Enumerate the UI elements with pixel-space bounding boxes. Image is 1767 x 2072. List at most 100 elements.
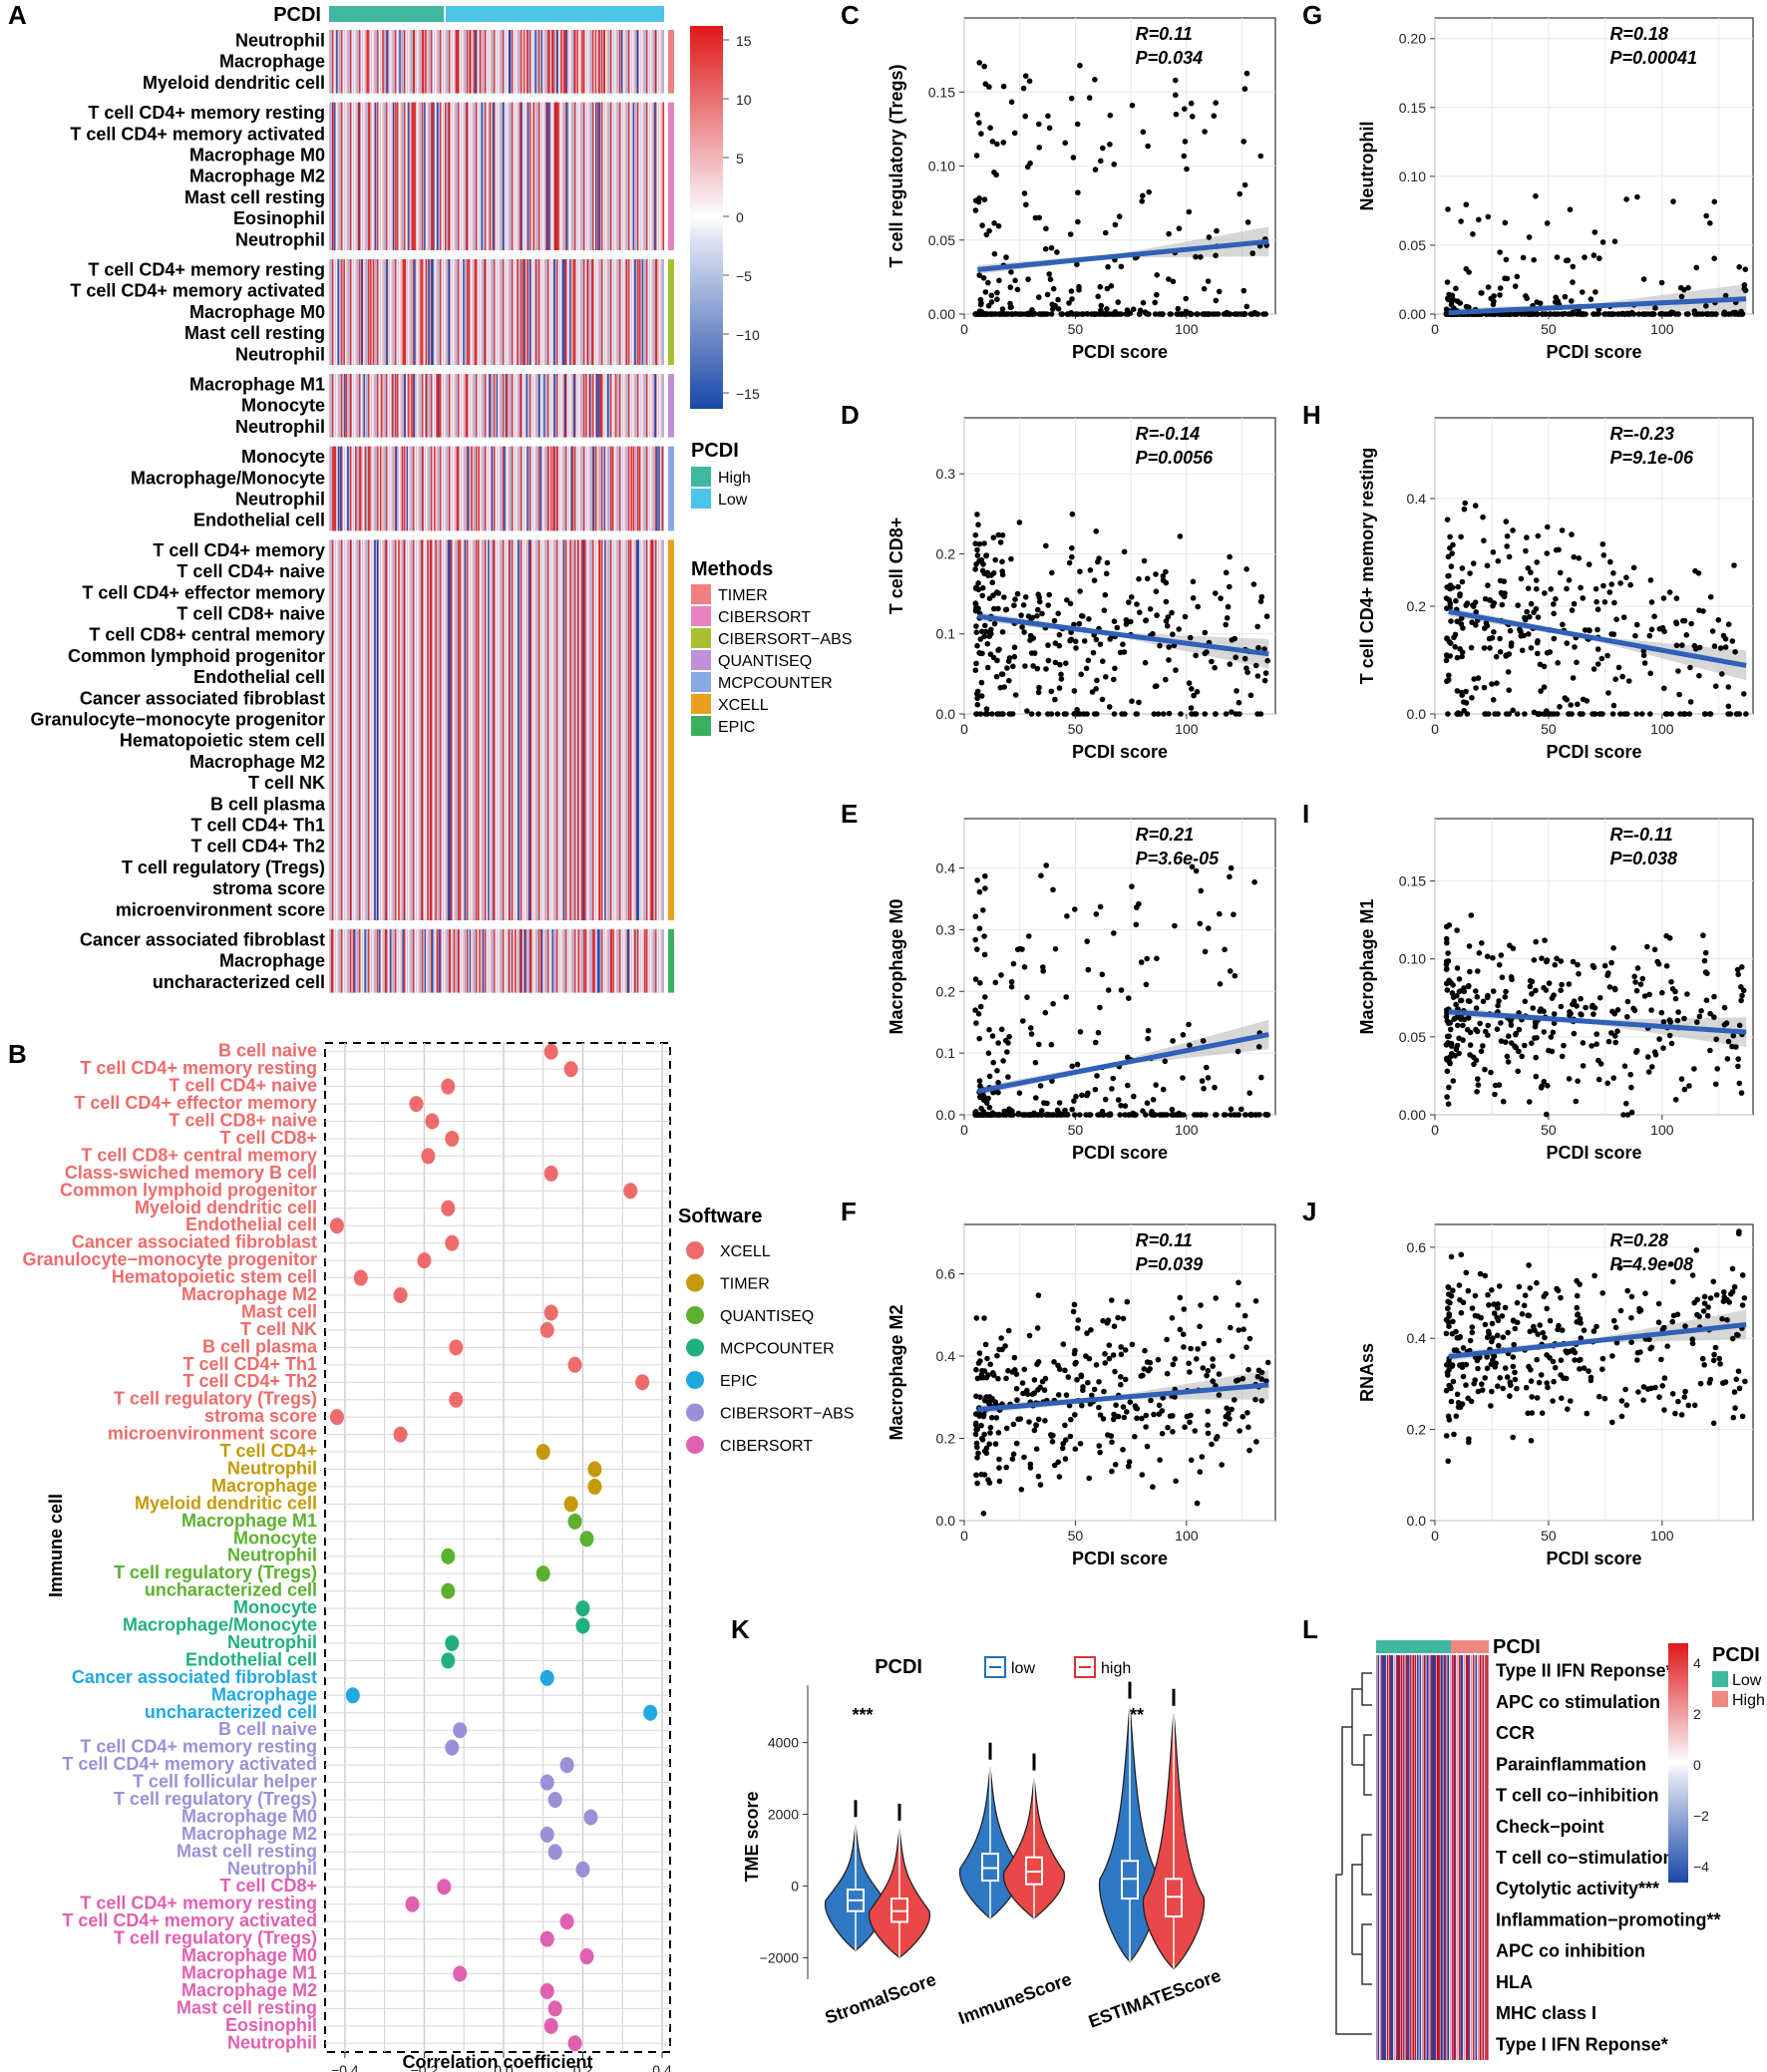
heatmap-line <box>629 539 632 920</box>
scatter-point <box>1594 661 1601 667</box>
scatter-point <box>1580 1063 1587 1069</box>
scatter-point <box>1038 311 1045 317</box>
scatter-point <box>1227 1416 1233 1422</box>
scatter-point <box>1559 1053 1566 1060</box>
scatter-point <box>1514 1319 1521 1326</box>
scatter-point <box>1502 590 1508 596</box>
scatter-point <box>1111 618 1118 624</box>
scatter-point <box>1070 155 1077 161</box>
heatmap-line <box>572 259 574 365</box>
scatter-point <box>1181 1306 1188 1312</box>
scatter-point <box>1581 1365 1588 1371</box>
scatter-point <box>1676 691 1682 698</box>
heatmap-line <box>504 446 506 531</box>
correlation-p: P=0.00041 <box>1609 48 1697 68</box>
heatmap-block <box>329 102 664 250</box>
scatter-point <box>1709 628 1716 634</box>
scatter-point <box>1011 1354 1018 1361</box>
scatter-point <box>1724 1056 1731 1062</box>
scatter-point <box>1209 658 1215 665</box>
scatter-point <box>1741 691 1747 697</box>
scatter-point <box>1609 1008 1615 1015</box>
scatter-point <box>1575 1078 1581 1084</box>
scatter-point <box>976 60 982 66</box>
dotplot-row-label: T cell CD8+ <box>219 1128 317 1148</box>
scatter-point <box>1575 961 1581 968</box>
methods-legend-label: XCELL <box>718 697 769 714</box>
scatter-point <box>1541 663 1548 670</box>
scatter-point <box>1707 220 1713 226</box>
scatter-point <box>1538 688 1544 694</box>
scatter-point <box>1496 1082 1503 1088</box>
scatter-point <box>1067 310 1074 317</box>
scatter-point <box>1446 1323 1452 1329</box>
scatter-point <box>1660 1045 1666 1051</box>
scatter-ytick-label: 0.4 <box>1407 1330 1427 1346</box>
scatter-point <box>1163 568 1169 575</box>
scatter-point <box>973 605 979 611</box>
scatter-point <box>1010 960 1017 967</box>
scatter-point <box>1197 1323 1203 1330</box>
scatter-point <box>1003 1425 1010 1432</box>
scatter-point <box>1681 1015 1687 1022</box>
heatmap-line <box>466 102 468 250</box>
scatter-point <box>1578 711 1584 717</box>
heatmap-row-label: T cell CD4+ memory <box>153 540 325 560</box>
scatter-point <box>1533 1054 1539 1061</box>
scatter-point <box>1199 1112 1205 1118</box>
l-row-label: CCR <box>1496 1723 1535 1743</box>
heatmap-line <box>396 102 399 250</box>
dotplot-point <box>453 1965 468 1982</box>
scatter-point <box>1094 711 1100 717</box>
heatmap-line <box>477 539 480 920</box>
scatter-point <box>1241 1312 1248 1319</box>
scatter-point <box>973 623 979 629</box>
scatter-point <box>973 1440 980 1447</box>
scatter-point <box>1581 1327 1588 1333</box>
method-bar <box>668 102 674 250</box>
l-dendrogram <box>1335 1672 1372 2035</box>
scatter-point <box>1096 1112 1103 1118</box>
scatter-point <box>1696 607 1702 613</box>
l-pcdi-low-bar <box>1376 1640 1451 1653</box>
scatter-point <box>1667 1260 1674 1267</box>
l-heatmap-line <box>1434 1655 1436 2060</box>
scatter-point <box>1252 1396 1258 1403</box>
scatter-point <box>994 711 1000 717</box>
scatter-point <box>1732 1405 1738 1411</box>
scatter-point <box>1445 1305 1451 1311</box>
scatter-point <box>1527 1328 1534 1335</box>
scatter-point <box>1475 1082 1482 1088</box>
scatter-point <box>1264 1112 1271 1118</box>
scatter-point <box>974 512 980 518</box>
scatter-point <box>977 1374 984 1381</box>
scatter-point <box>1443 1042 1450 1048</box>
scatter-point <box>1036 684 1042 691</box>
scatter-point <box>1490 549 1497 555</box>
scatter-point <box>1566 1076 1573 1082</box>
scatter-point <box>1678 1412 1685 1418</box>
scatter-point <box>1735 1063 1741 1070</box>
scatter-point <box>999 558 1005 565</box>
scatter-point <box>1694 1019 1700 1025</box>
dotplot-row-label: Macrophage M0 <box>181 1806 317 1826</box>
scatter-point <box>1003 1375 1009 1382</box>
scatter-point <box>1466 1439 1472 1446</box>
scatter-point <box>1486 1302 1492 1308</box>
scatter-point <box>1736 1080 1743 1087</box>
heatmap-line <box>374 539 376 920</box>
heatmap-line <box>425 259 428 365</box>
heatmap-line <box>489 374 491 438</box>
scatter-point <box>1611 985 1618 992</box>
scatter-point <box>1601 1395 1608 1402</box>
scatter-point <box>1239 1414 1245 1420</box>
scatter-point <box>1510 527 1516 533</box>
scatter-point <box>1243 566 1249 572</box>
scatter-point <box>1641 993 1648 999</box>
scatter-point <box>1696 1013 1703 1020</box>
method-bar <box>668 374 674 438</box>
scatter-point <box>1656 1036 1662 1042</box>
scatter-point <box>983 552 990 558</box>
scatter-point <box>1559 311 1565 317</box>
